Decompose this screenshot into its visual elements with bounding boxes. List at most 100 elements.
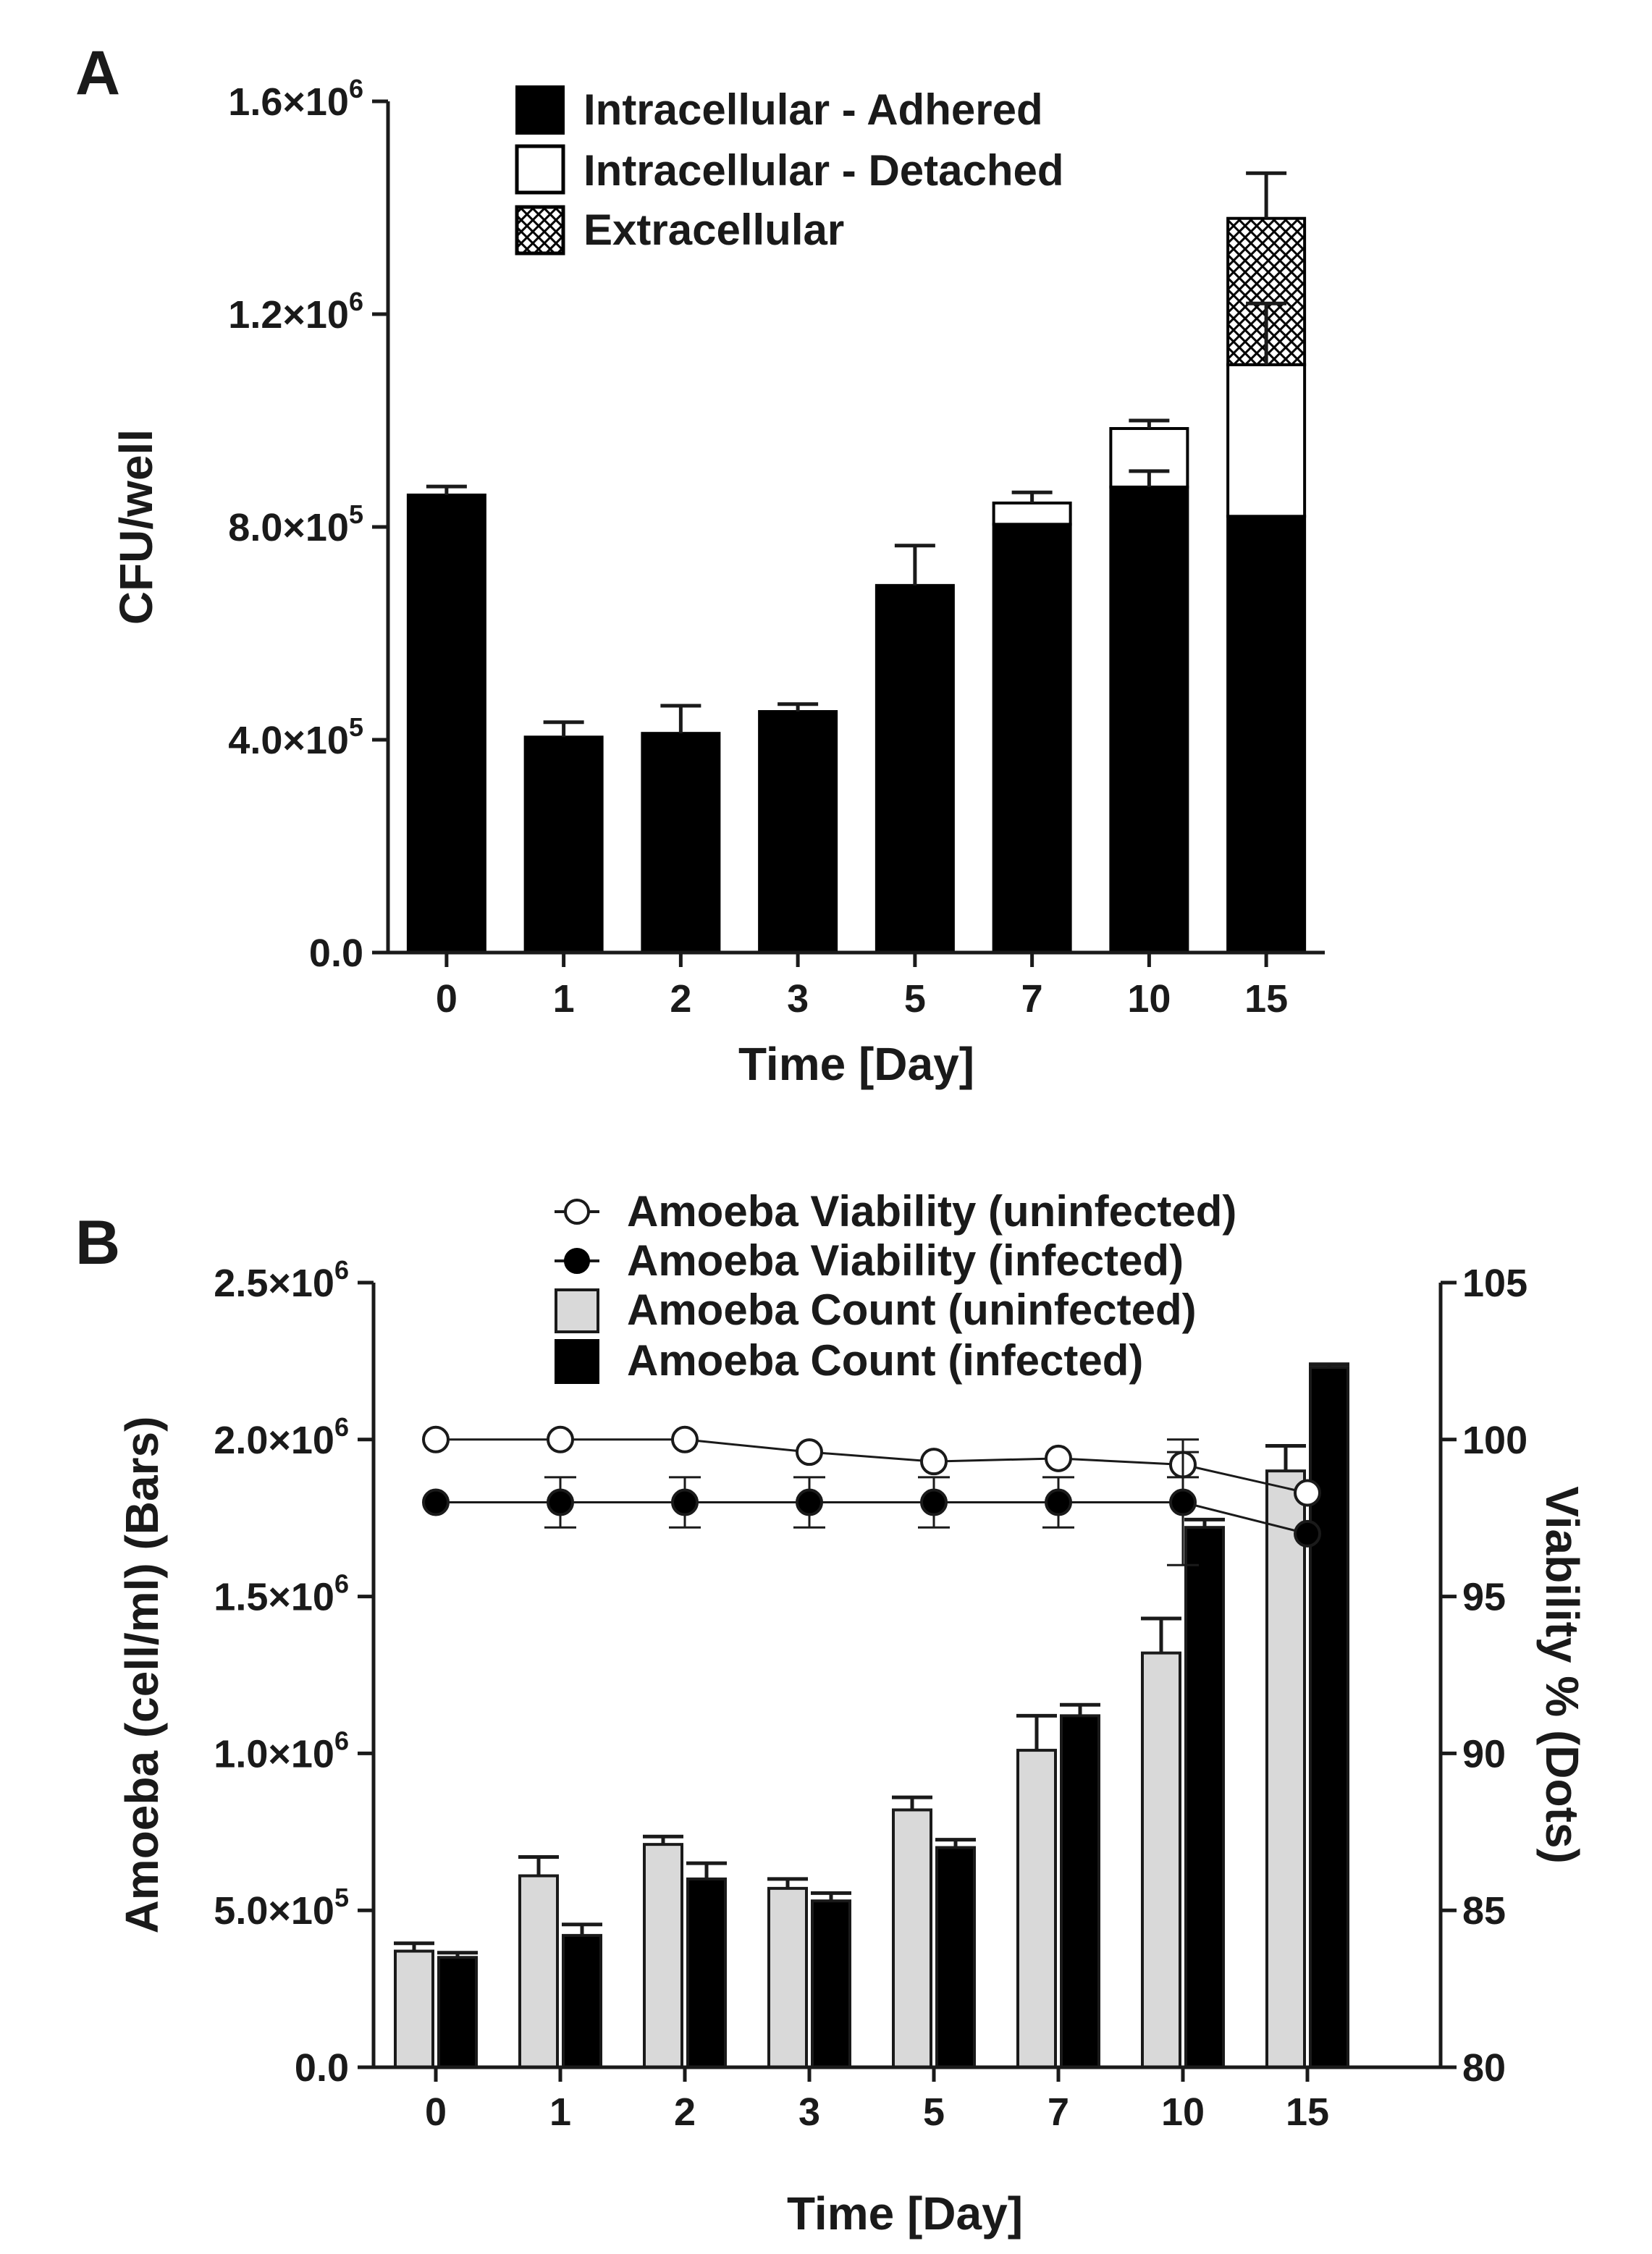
panel-b-y2-tick-label: 85 [1462, 1889, 1506, 1933]
panel-a-y-axis-title: CFU/well [110, 429, 162, 625]
panel-b-bar-count-uninfected [892, 1808, 932, 2069]
panel-b-bar-error [1265, 1443, 1306, 1472]
panel-b-bar-count-uninfected [767, 1886, 808, 2069]
legend-label-extracellular: Extracellular [583, 206, 844, 254]
panel-a-bars [406, 216, 1307, 954]
panel-b-x-tick-label: 3 [798, 2090, 820, 2134]
panel-a-bar-detached [1226, 363, 1307, 518]
legend-label-viability-infected: Amoeba Viability (infected) [627, 1236, 1184, 1285]
panel-b-y2-tick-label: 80 [1462, 2046, 1506, 2090]
legend-label-adhered: Intracellular - Adhered [583, 85, 1043, 134]
panel-a-bar-adhered [1109, 485, 1189, 954]
panel-b-letter: B [75, 1208, 120, 1278]
panel-a-x-ticks: 0 1 2 3 5 7 10 15 [436, 953, 1288, 1021]
panel-b-x-tick-label: 5 [923, 2090, 945, 2134]
panel-a-legend: Intracellular - Adhered Intracellular - … [515, 85, 1064, 256]
panel-b-bar-error [811, 1891, 851, 1901]
panel-b-bar-count-infected [1060, 1714, 1100, 2069]
legend-swatch-count-uninfected [555, 1288, 599, 1333]
panel-a-bar-adhered [758, 710, 838, 954]
panel-a-letter: A [75, 38, 120, 108]
legend-label-count-infected: Amoeba Count (infected) [627, 1336, 1143, 1385]
panel-b-line-viability-infected [436, 1501, 1308, 1535]
panel-a-x-tick-label: 0 [436, 977, 458, 1021]
panel-b-y-tick-label: 2.0×106 [214, 1412, 349, 1462]
panel-a-y-tick-label: 4.0×105 [228, 712, 363, 762]
panel-b-bar-error [767, 1877, 808, 1888]
panel-b-point-viability-uninfected [920, 1448, 948, 1476]
panel-a-bar-detached [992, 501, 1072, 526]
panel-b-x-axis-title: Time [Day] [787, 2187, 1023, 2240]
legend-label-detached: Intracellular - Detached [583, 146, 1064, 195]
legend-label-count-uninfected: Amoeba Count (uninfected) [627, 1286, 1197, 1334]
panel-a-y-ticks: 0.0 4.0×105 8.0×105 1.2×106 1.6×106 [228, 74, 388, 975]
panel-b-y2-tick-label: 95 [1462, 1576, 1506, 1619]
panel-b-bar-error [562, 1922, 602, 1936]
panel-b-line-viability-uninfected [436, 1438, 1308, 1494]
panel-b-point-viability-uninfected [547, 1425, 574, 1453]
panel-a-error-bar [543, 720, 584, 738]
panel-b-x-tick-label: 10 [1161, 2090, 1205, 2134]
panel-b-bar-count-uninfected [643, 1843, 683, 2069]
panel-b-bar-error [1309, 1362, 1349, 1368]
panel-b-point-viability-infected [796, 1488, 823, 1516]
legend-label-viability-uninfected: Amoeba Viability (uninfected) [627, 1187, 1236, 1236]
panel-a-error-bar [1129, 469, 1170, 487]
panel-b-bar-error [518, 1854, 559, 1876]
panel-b-y-axis-title: Amoeba (cell/ml) (Bars) [116, 1417, 168, 1934]
panel-a-x-tick-label: 15 [1244, 977, 1288, 1021]
panel-b-point-viability-uninfected [1045, 1444, 1072, 1472]
panel-a-x-axis-title: Time [Day] [738, 1038, 974, 1090]
panel-b-bar-count-uninfected [394, 1949, 434, 2069]
panel-b-bar-error [394, 1941, 434, 1951]
panel-b-x-tick-label: 1 [549, 2090, 571, 2134]
panel-a-error-bar [660, 704, 701, 734]
panel-a-x-tick-label: 5 [904, 977, 926, 1021]
panel-a-x-tick-label: 10 [1127, 977, 1171, 1021]
panel-b-point-viability-infected [422, 1488, 450, 1516]
panel-b-bar-error [1016, 1713, 1057, 1751]
panel-a-bar-adhered [406, 493, 486, 954]
panel-b-bar-error [1060, 1702, 1100, 1716]
panel-b-bar-count-infected [437, 1956, 478, 2069]
panel-a-bar-adhered [992, 523, 1072, 954]
panel-a-bar-adhered [875, 583, 955, 954]
panel-b-viability-lines [422, 1425, 1321, 1566]
panel-b-point-viability-infected [920, 1488, 948, 1516]
panel-b-y2-axis-title: Viability % (Dots) [1536, 1486, 1588, 1864]
legend-swatch-detached [515, 144, 565, 195]
panel-a-y-tick-label: 0.0 [309, 932, 363, 975]
panel-b-point-viability-infected [1169, 1488, 1197, 1516]
panel-b-bar-error [686, 1861, 727, 1879]
panel-b-y-tick-label: 1.5×106 [214, 1569, 349, 1619]
panel-a-x-tick-label: 3 [787, 977, 809, 1021]
panel-b-bar-count-uninfected [518, 1874, 559, 2069]
panel-b-bar-count-uninfected [1016, 1749, 1057, 2069]
legend-marker-viability-uninfected [564, 1199, 590, 1225]
panel-b-x-tick-label: 7 [1048, 2090, 1069, 2134]
panel-b-point-viability-infected [547, 1488, 574, 1516]
panel-b-y2-tick-label: 90 [1462, 1732, 1506, 1776]
legend-swatch-adhered [515, 85, 565, 135]
panel-a-error-bar [1246, 171, 1287, 219]
legend-swatch-extracellular [515, 205, 565, 256]
panel-b-x-tick-label: 15 [1286, 2090, 1329, 2134]
panel-b-y-ticks: 0.0 5.0×105 1.0×106 1.5×106 2.0×106 2.5×106 [214, 1255, 374, 2090]
panel-b-y2-tick-label: 105 [1462, 1262, 1527, 1305]
panel-a-y-tick-label: 1.2×106 [228, 287, 363, 337]
panel-a-y-tick-label: 8.0×105 [228, 499, 363, 549]
panel-b-bar-error [1184, 1517, 1225, 1528]
panel-b-bar-error [1141, 1616, 1181, 1653]
legend-marker-viability-infected [564, 1248, 590, 1274]
panel-b-point-viability-uninfected [671, 1425, 699, 1453]
panel-a-error-bar [1011, 490, 1053, 503]
panel-b-point-viability-infected [1294, 1519, 1321, 1548]
panel-b-bar-error [643, 1834, 683, 1845]
panel-b-bar-count-uninfected [1265, 1469, 1306, 2069]
panel-a-error-bars [426, 171, 1287, 738]
panel-a-error-bar [1246, 301, 1287, 365]
legend-swatch-count-infected [555, 1339, 599, 1384]
panel-b-y2-ticks: 80 85 90 95 100 105 [1441, 1262, 1527, 2090]
panel-b-x-ticks: 0 1 2 3 5 7 10 15 [425, 2067, 1329, 2134]
